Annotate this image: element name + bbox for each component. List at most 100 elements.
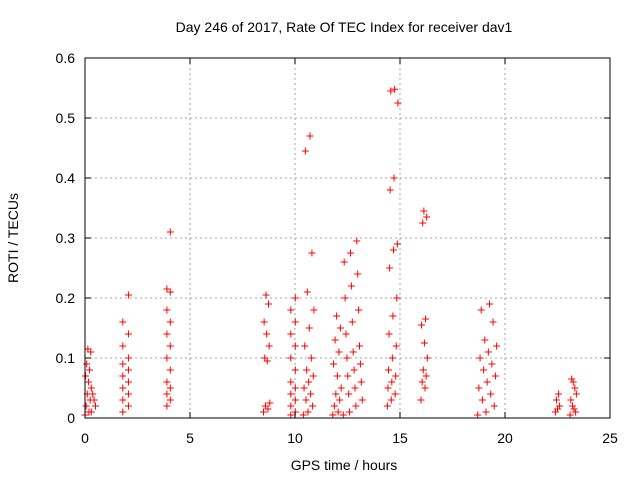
data-point bbox=[345, 391, 352, 398]
data-point bbox=[389, 355, 396, 362]
data-point bbox=[421, 340, 428, 347]
y-tick-label: 0.3 bbox=[56, 230, 76, 246]
data-point bbox=[422, 385, 429, 392]
data-point bbox=[422, 316, 429, 323]
data-point bbox=[266, 343, 273, 350]
x-tick-label: 15 bbox=[392, 430, 408, 446]
data-point bbox=[418, 322, 425, 329]
y-tick-labels: 0 0.1 0.2 0.3 0.4 0.5 0.6 bbox=[56, 50, 76, 426]
data-point bbox=[82, 373, 89, 380]
data-point bbox=[386, 265, 393, 272]
data-point bbox=[307, 391, 314, 398]
data-point bbox=[346, 409, 353, 416]
data-point bbox=[391, 86, 398, 93]
data-point bbox=[167, 319, 174, 326]
data-point bbox=[163, 391, 170, 398]
data-point bbox=[119, 385, 126, 392]
x-tick-label: 0 bbox=[81, 430, 89, 446]
data-point bbox=[119, 343, 126, 350]
data-point bbox=[477, 355, 484, 362]
data-point bbox=[553, 397, 560, 404]
data-point bbox=[349, 319, 356, 326]
data-point bbox=[86, 367, 93, 374]
data-point bbox=[487, 391, 494, 398]
y-tick-label: 0.2 bbox=[56, 290, 76, 306]
data-point bbox=[354, 271, 361, 278]
data-point bbox=[91, 397, 98, 404]
data-point bbox=[568, 376, 575, 383]
data-point bbox=[388, 379, 395, 386]
y-tick-label: 0.5 bbox=[56, 110, 76, 126]
data-point bbox=[125, 379, 132, 386]
grid-lines bbox=[85, 58, 610, 418]
data-point bbox=[119, 373, 126, 380]
data-point bbox=[419, 220, 426, 227]
data-point bbox=[571, 385, 578, 392]
data-point bbox=[287, 355, 294, 362]
data-point bbox=[302, 148, 309, 155]
data-point bbox=[337, 325, 344, 332]
data-point bbox=[167, 385, 174, 392]
data-point bbox=[338, 385, 345, 392]
data-point bbox=[567, 397, 574, 404]
data-point bbox=[491, 403, 498, 410]
y-tick-label: 0 bbox=[67, 410, 75, 426]
data-point bbox=[88, 385, 95, 392]
data-point bbox=[163, 307, 170, 314]
data-point bbox=[394, 241, 401, 248]
data-point bbox=[163, 403, 170, 410]
data-point bbox=[419, 379, 426, 386]
data-point bbox=[567, 412, 574, 419]
data-point bbox=[424, 355, 431, 362]
data-point bbox=[292, 343, 299, 350]
data-point bbox=[119, 319, 126, 326]
data-point bbox=[119, 409, 126, 416]
data-point bbox=[393, 295, 400, 302]
data-point bbox=[336, 397, 343, 404]
data-point bbox=[308, 250, 315, 257]
data-point bbox=[341, 259, 348, 266]
data-point bbox=[389, 313, 396, 320]
data-point bbox=[348, 283, 355, 290]
y-tick-label: 0.1 bbox=[56, 350, 76, 366]
data-point bbox=[392, 373, 399, 380]
data-point bbox=[310, 307, 317, 314]
data-point bbox=[385, 367, 392, 374]
data-point bbox=[391, 175, 398, 182]
data-point bbox=[83, 361, 90, 368]
data-point bbox=[167, 289, 174, 296]
data-point bbox=[292, 397, 299, 404]
data-point bbox=[89, 391, 96, 398]
x-tick-label: 10 bbox=[287, 430, 303, 446]
data-point bbox=[287, 403, 294, 410]
data-point bbox=[330, 361, 337, 368]
data-point bbox=[387, 187, 394, 194]
data-point bbox=[301, 385, 308, 392]
data-point bbox=[390, 247, 397, 254]
data-point bbox=[342, 295, 349, 302]
data-point bbox=[292, 319, 299, 326]
x-axis-label: GPS time / hours bbox=[291, 457, 398, 473]
data-point bbox=[309, 403, 316, 410]
data-point bbox=[163, 331, 170, 338]
data-point bbox=[329, 412, 336, 419]
data-point bbox=[167, 343, 174, 350]
data-point bbox=[493, 343, 500, 350]
data-point bbox=[484, 379, 491, 386]
data-point bbox=[357, 361, 364, 368]
data-point bbox=[569, 403, 576, 410]
data-point bbox=[352, 385, 359, 392]
data-point bbox=[332, 391, 339, 398]
data-point bbox=[92, 403, 99, 410]
data-point bbox=[340, 412, 347, 419]
data-point bbox=[490, 319, 497, 326]
data-point bbox=[392, 391, 399, 398]
data-point bbox=[474, 412, 481, 419]
data-point bbox=[488, 361, 495, 368]
data-point bbox=[287, 379, 294, 386]
data-point bbox=[384, 403, 391, 410]
x-tick-labels: 0 5 10 15 20 25 bbox=[81, 430, 618, 446]
data-point bbox=[394, 100, 401, 107]
data-point bbox=[263, 292, 270, 299]
data-point bbox=[305, 379, 312, 386]
